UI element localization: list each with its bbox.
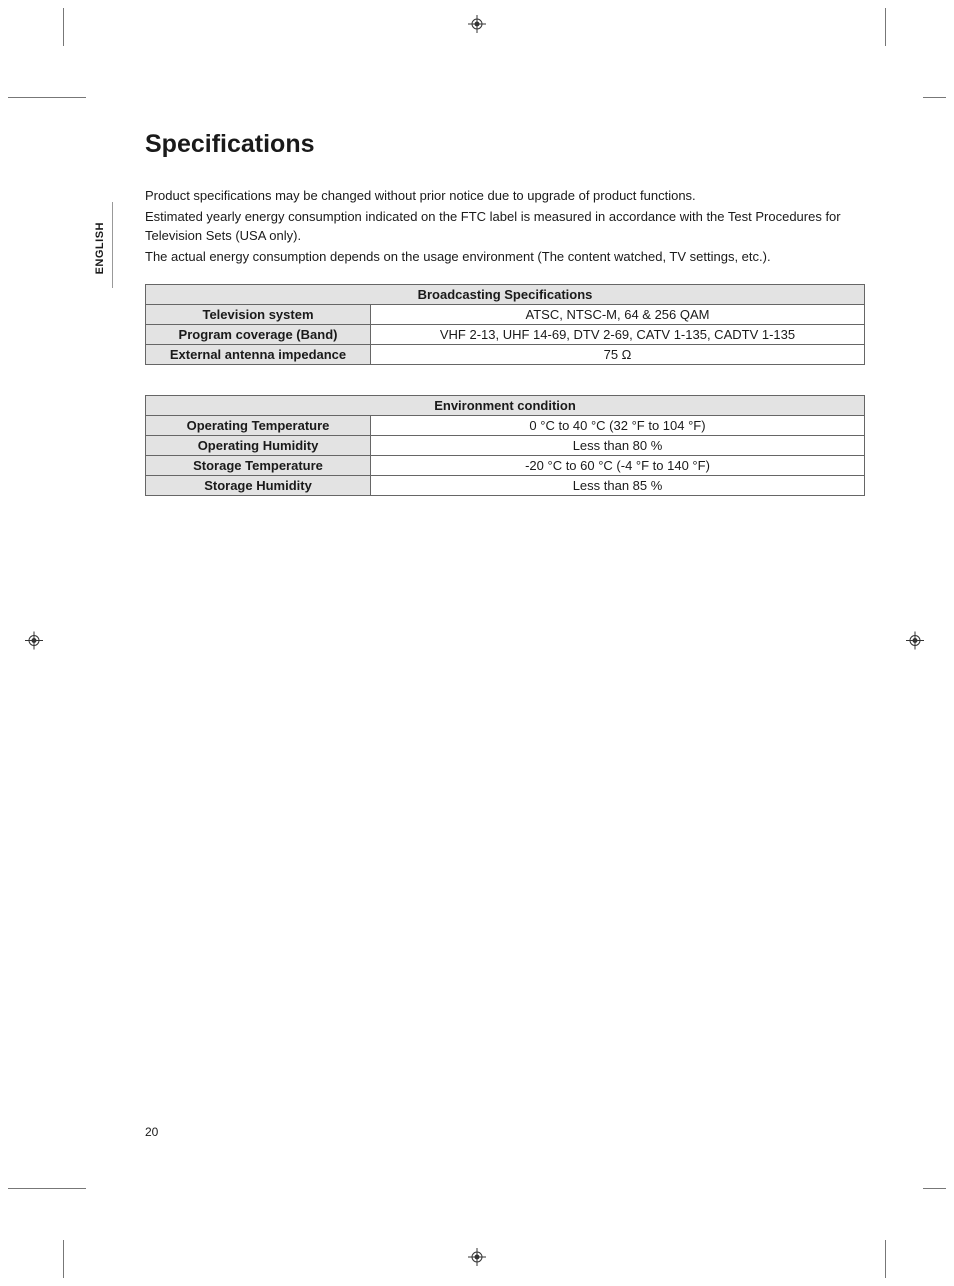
table-row: Storage Temperature-20 °C to 60 °C (-4 °… <box>146 456 865 476</box>
crop-mark <box>8 97 86 98</box>
crop-mark <box>923 97 946 98</box>
intro-paragraph: Product specifications may be changed wi… <box>145 187 865 206</box>
row-label: Storage Temperature <box>146 456 371 476</box>
table-row: Storage HumidityLess than 85 % <box>146 476 865 496</box>
row-label: Operating Humidity <box>146 436 371 456</box>
page-title: Specifications <box>145 130 865 159</box>
registration-mark-icon <box>468 15 486 38</box>
table-row: Program coverage (Band)VHF 2-13, UHF 14-… <box>146 325 865 345</box>
intro-paragraph: Estimated yearly energy consumption indi… <box>145 208 865 246</box>
registration-mark-icon <box>468 1248 486 1271</box>
table-row: External antenna impedance75 Ω <box>146 345 865 365</box>
row-label: Television system <box>146 305 371 325</box>
registration-mark-icon <box>25 632 43 655</box>
table-title: Environment condition <box>146 396 865 416</box>
registration-mark-icon <box>906 632 924 655</box>
row-value: Less than 80 % <box>371 436 865 456</box>
crop-mark <box>63 1240 64 1278</box>
sidebar-divider <box>112 202 113 288</box>
row-value: 0 °C to 40 °C (32 °F to 104 °F) <box>371 416 865 436</box>
crop-mark <box>63 8 64 46</box>
row-value: Less than 85 % <box>371 476 865 496</box>
row-label: Program coverage (Band) <box>146 325 371 345</box>
row-value: 75 Ω <box>371 345 865 365</box>
broadcasting-table: Broadcasting Specifications Television s… <box>145 284 865 365</box>
row-label: Storage Humidity <box>146 476 371 496</box>
crop-mark <box>923 1188 946 1189</box>
row-value: VHF 2-13, UHF 14-69, DTV 2-69, CATV 1-13… <box>371 325 865 345</box>
row-label: Operating Temperature <box>146 416 371 436</box>
row-label: External antenna impedance <box>146 345 371 365</box>
row-value: ATSC, NTSC-M, 64 & 256 QAM <box>371 305 865 325</box>
intro-paragraph: The actual energy consumption depends on… <box>145 248 865 267</box>
table-title: Broadcasting Specifications <box>146 285 865 305</box>
table-row: Operating Temperature0 °C to 40 °C (32 °… <box>146 416 865 436</box>
crop-mark <box>8 1188 86 1189</box>
page-number: 20 <box>145 1125 158 1139</box>
table-row: Operating HumidityLess than 80 % <box>146 436 865 456</box>
row-value: -20 °C to 60 °C (-4 °F to 140 °F) <box>371 456 865 476</box>
crop-mark <box>885 1240 886 1278</box>
language-label: ENGLISH <box>94 222 106 274</box>
crop-mark <box>885 8 886 46</box>
table-row: Television systemATSC, NTSC-M, 64 & 256 … <box>146 305 865 325</box>
content-area: Specifications Product specifications ma… <box>145 130 865 496</box>
environment-table: Environment condition Operating Temperat… <box>145 395 865 496</box>
intro-text-block: Product specifications may be changed wi… <box>145 187 865 266</box>
